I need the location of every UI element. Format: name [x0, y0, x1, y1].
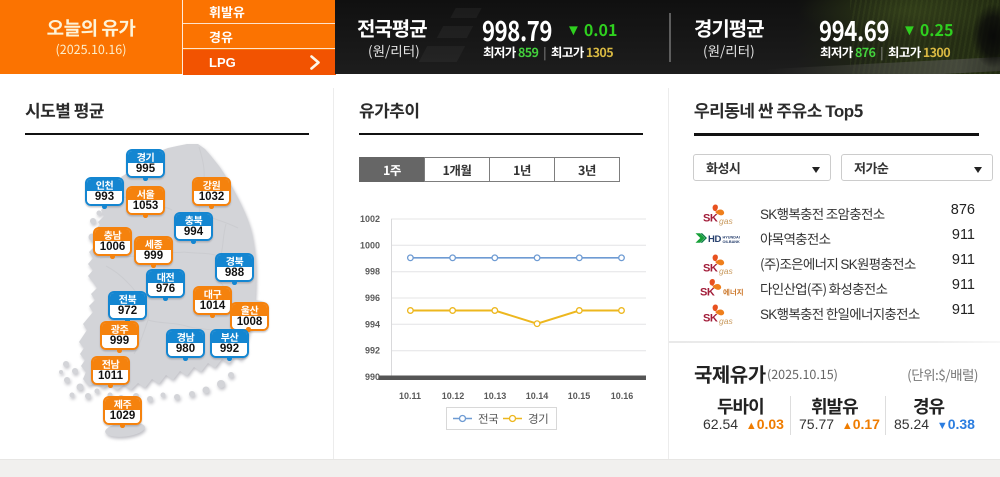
svg-text:SK: SK	[703, 313, 718, 325]
svg-text:992: 992	[365, 346, 380, 356]
svg-text:10.15: 10.15	[568, 391, 591, 401]
svg-text:996: 996	[365, 293, 380, 303]
svg-text:gas: gas	[719, 216, 733, 226]
svg-text:10.16: 10.16	[611, 391, 634, 401]
svg-text:10.13: 10.13	[484, 391, 507, 401]
svg-text:HYUNDAI: HYUNDAI	[723, 236, 740, 240]
svg-text:994: 994	[365, 319, 380, 329]
svg-text:10.11: 10.11	[399, 391, 421, 401]
svg-text:1000: 1000	[360, 240, 380, 250]
svg-text:990: 990	[365, 372, 380, 382]
svg-text:SK: SK	[703, 263, 718, 275]
svg-text:1002: 1002	[360, 214, 380, 224]
svg-text:SK: SK	[703, 213, 718, 225]
svg-text:gas: gas	[719, 266, 733, 276]
svg-text:전국: 전국	[478, 411, 498, 427]
svg-text:gas: gas	[719, 316, 733, 326]
svg-text:10.14: 10.14	[526, 391, 549, 401]
svg-text:에너지: 에너지	[723, 287, 744, 298]
svg-text:SK: SK	[700, 287, 715, 299]
svg-text:경기: 경기	[528, 411, 548, 427]
svg-text:HD: HD	[708, 234, 722, 245]
svg-text:OILBANK: OILBANK	[723, 240, 741, 244]
svg-text:998: 998	[365, 267, 380, 277]
svg-text:10.12: 10.12	[442, 391, 465, 401]
